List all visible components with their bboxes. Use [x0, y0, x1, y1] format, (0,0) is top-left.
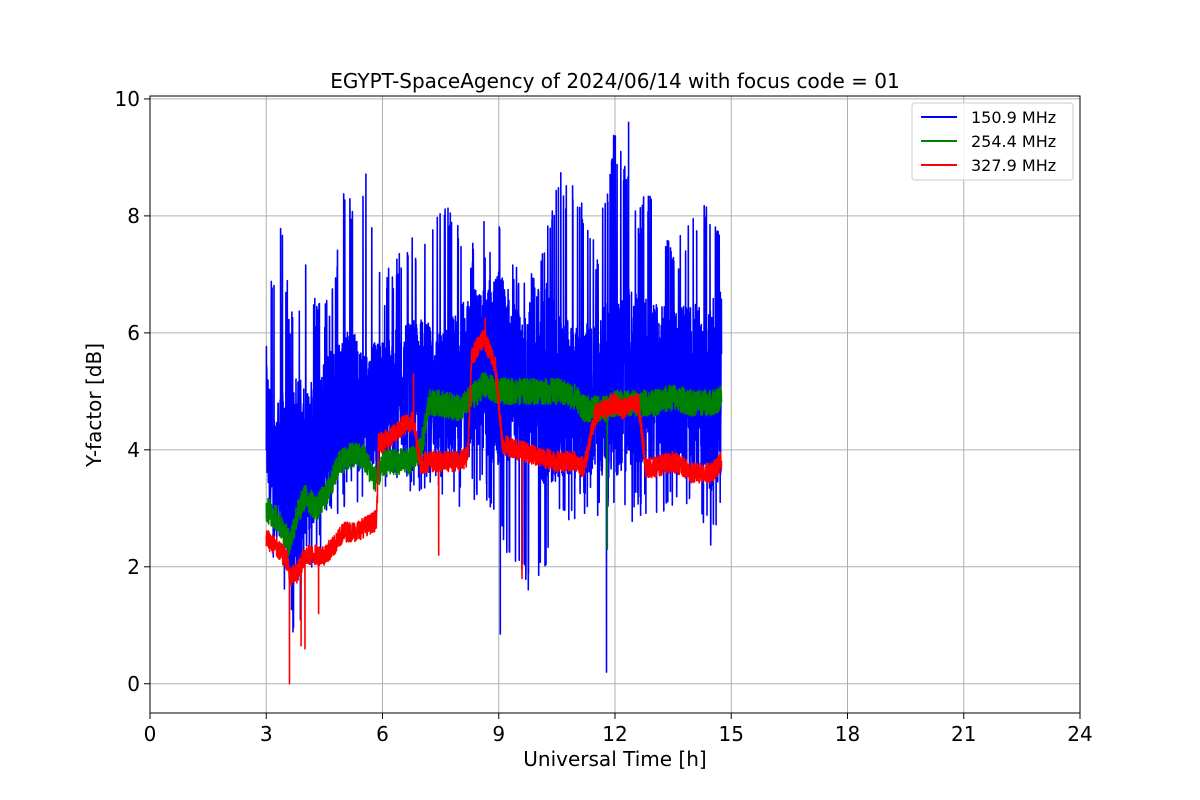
legend-box [911, 102, 1074, 181]
x-tick-label: 24 [1067, 722, 1092, 746]
y-tick-label: 4 [127, 438, 140, 462]
x-axis-label: Universal Time [h] [523, 747, 706, 771]
legend-entry-254-4: 254.4 MHz [971, 132, 1056, 151]
y-tick-label: 0 [127, 672, 140, 696]
y-tick-label: 8 [127, 204, 140, 228]
series-line [265, 372, 723, 556]
x-tick-label: 0 [144, 722, 157, 746]
x-tick-label: 21 [951, 722, 976, 746]
y-tick-label: 6 [127, 321, 140, 345]
y-axis-label: Y-factor [dB] [82, 343, 106, 468]
series-line [265, 121, 723, 673]
series-150-9-mhz [265, 121, 723, 673]
x-tick-label: 15 [719, 722, 744, 746]
y-tick-label: 2 [127, 555, 140, 579]
series-line [265, 317, 723, 685]
plot-area [265, 121, 723, 685]
x-tick-label: 9 [492, 722, 505, 746]
chart-title: EGYPT-SpaceAgency of 2024/06/14 with foc… [330, 69, 899, 93]
y-tick-label: 10 [115, 87, 140, 111]
x-tick-label: 3 [260, 722, 273, 746]
legend: 150.9 MHz 254.4 MHz 327.9 MHz [911, 102, 1074, 181]
series-254-4-mhz [265, 372, 723, 556]
x-tick-label: 12 [602, 722, 627, 746]
legend-entry-150-9: 150.9 MHz [971, 108, 1056, 127]
x-tick-label: 18 [835, 722, 860, 746]
legend-entry-327-9: 327.9 MHz [971, 156, 1056, 175]
x-tick-label: 6 [376, 722, 389, 746]
series-327-9-mhz [265, 317, 723, 685]
